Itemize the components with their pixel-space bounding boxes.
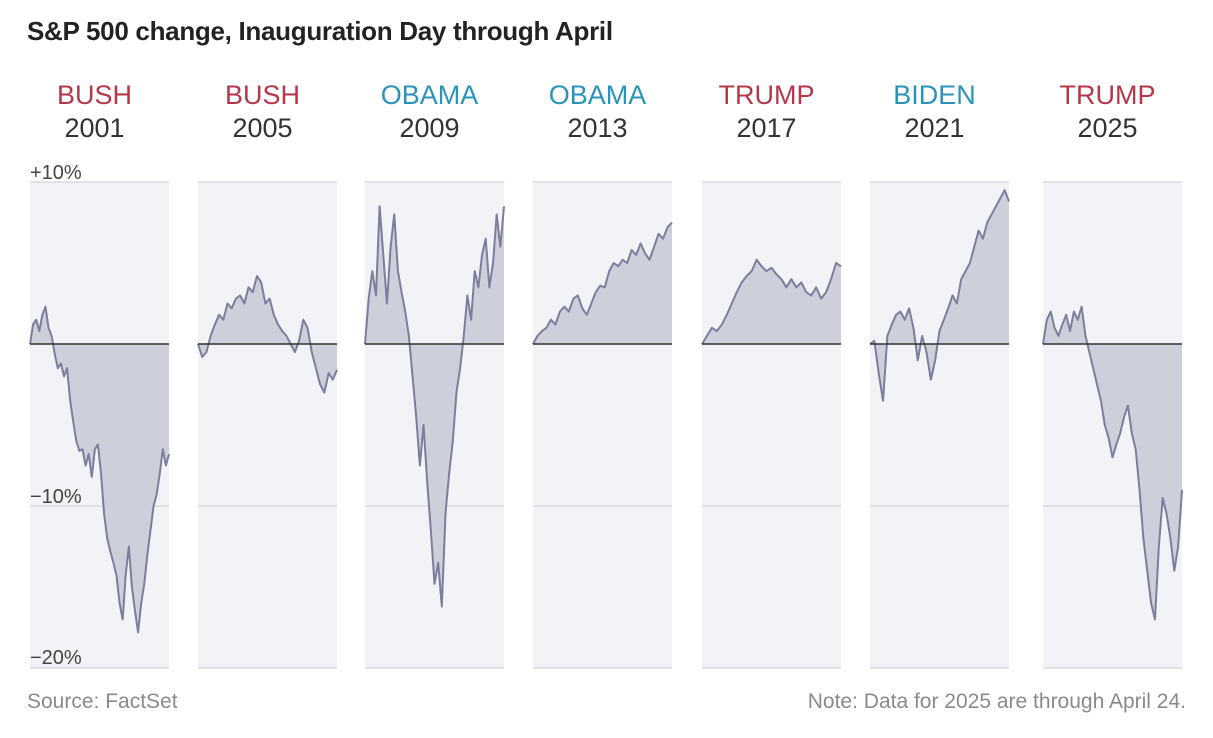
year-label: 2001 <box>64 113 124 143</box>
president-label: TRUMP <box>1060 80 1156 110</box>
panel-background <box>702 182 841 668</box>
series-line <box>869 189 1010 402</box>
year-label: 2013 <box>567 113 627 143</box>
series-area <box>198 275 337 393</box>
series-line <box>364 205 505 608</box>
series-line <box>1042 305 1183 621</box>
series-line <box>701 258 842 345</box>
y-tick-label: −10% <box>30 486 82 508</box>
year-label: 2017 <box>736 113 796 143</box>
president-label: BUSH <box>57 80 132 110</box>
series-line <box>532 221 673 345</box>
series-area <box>365 206 504 607</box>
year-label: 2005 <box>232 113 292 143</box>
source-note: Source: FactSet <box>27 690 178 713</box>
series-line <box>197 274 338 394</box>
series-area <box>30 306 169 633</box>
year-label: 2021 <box>904 113 964 143</box>
y-tick-label: −20% <box>30 647 82 669</box>
year-label: 2025 <box>1077 113 1137 143</box>
series-line <box>29 305 170 634</box>
y-tick-label: +10% <box>30 162 82 184</box>
panel-background <box>198 182 337 668</box>
year-label: 2009 <box>399 113 459 143</box>
president-label: TRUMP <box>719 80 815 110</box>
president-label: BUSH <box>225 80 300 110</box>
series-area <box>702 259 841 344</box>
president-label: OBAMA <box>549 80 647 110</box>
series-area <box>1043 306 1182 620</box>
chart-title: S&P 500 change, Inauguration Day through… <box>27 16 613 46</box>
data-note: Note: Data for 2025 are through April 24… <box>807 690 1186 713</box>
president-label: BIDEN <box>893 80 976 110</box>
president-label: OBAMA <box>381 80 479 110</box>
